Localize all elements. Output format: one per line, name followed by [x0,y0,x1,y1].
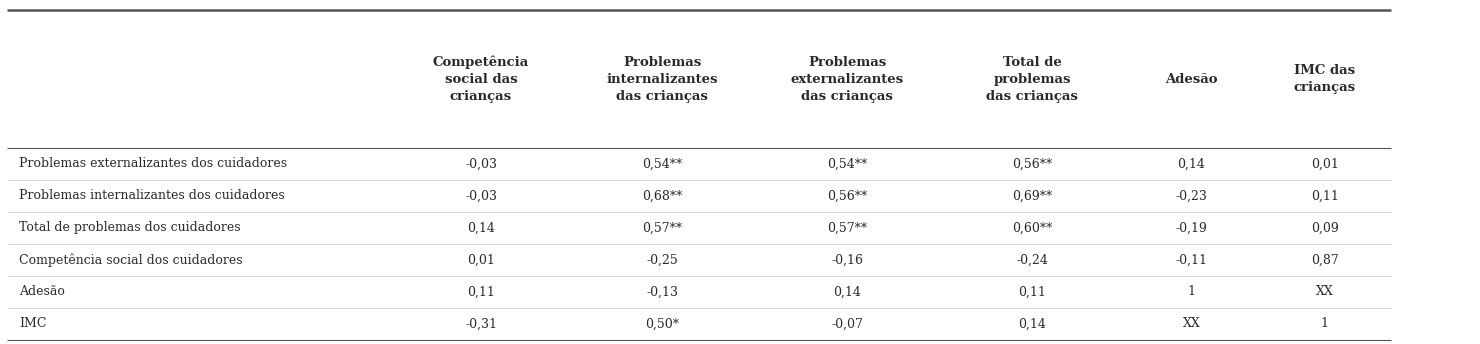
Text: Competência social dos cuidadores: Competência social dos cuidadores [19,253,243,267]
Text: 0,14: 0,14 [468,222,494,234]
Text: 1: 1 [1320,318,1329,330]
Text: Problemas
internalizantes
das crianças: Problemas internalizantes das crianças [607,56,718,103]
Text: Problemas
externalizantes
das crianças: Problemas externalizantes das crianças [790,56,904,103]
Text: 0,68**: 0,68** [642,190,682,202]
Text: -0,23: -0,23 [1175,190,1208,202]
Text: Total de
problemas
das crianças: Total de problemas das crianças [986,56,1079,103]
Text: 0,01: 0,01 [468,254,494,266]
Text: 0,56**: 0,56** [827,190,867,202]
Text: 0,69**: 0,69** [1012,190,1052,202]
Text: Adesão: Adesão [19,286,65,298]
Text: Problemas externalizantes dos cuidadores: Problemas externalizantes dos cuidadores [19,158,287,170]
Text: 0,60**: 0,60** [1012,222,1052,234]
Text: 0,11: 0,11 [468,286,494,298]
Text: -0,03: -0,03 [465,190,497,202]
Text: Adesão: Adesão [1165,73,1218,86]
Text: Competência
social das
crianças: Competência social das crianças [432,55,530,103]
Text: -0,03: -0,03 [465,158,497,170]
Text: 0,57**: 0,57** [642,222,682,234]
Text: 0,11: 0,11 [1311,190,1338,202]
Text: 0,54**: 0,54** [642,158,682,170]
Text: 0,14: 0,14 [833,286,861,298]
Text: -0,19: -0,19 [1175,222,1208,234]
Text: -0,11: -0,11 [1175,254,1208,266]
Text: 0,87: 0,87 [1311,254,1338,266]
Text: -0,13: -0,13 [647,286,678,298]
Text: XX: XX [1183,318,1200,330]
Text: 1: 1 [1187,286,1196,298]
Text: 0,14: 0,14 [1018,318,1046,330]
Text: 0,57**: 0,57** [827,222,867,234]
Text: Problemas internalizantes dos cuidadores: Problemas internalizantes dos cuidadores [19,190,286,202]
Text: 0,54**: 0,54** [827,158,867,170]
Text: XX: XX [1316,286,1333,298]
Text: Total de problemas dos cuidadores: Total de problemas dos cuidadores [19,222,241,234]
Text: 0,11: 0,11 [1018,286,1046,298]
Text: -0,25: -0,25 [647,254,678,266]
Text: IMC: IMC [19,318,47,330]
Text: IMC das
crianças: IMC das crianças [1294,64,1356,94]
Text: 0,09: 0,09 [1311,222,1338,234]
Text: -0,31: -0,31 [465,318,497,330]
Text: -0,16: -0,16 [832,254,863,266]
Text: 0,50*: 0,50* [645,318,679,330]
Text: 0,14: 0,14 [1178,158,1205,170]
Text: -0,07: -0,07 [832,318,863,330]
Text: 0,01: 0,01 [1311,158,1338,170]
Text: 0,56**: 0,56** [1012,158,1052,170]
Text: -0,24: -0,24 [1017,254,1048,266]
